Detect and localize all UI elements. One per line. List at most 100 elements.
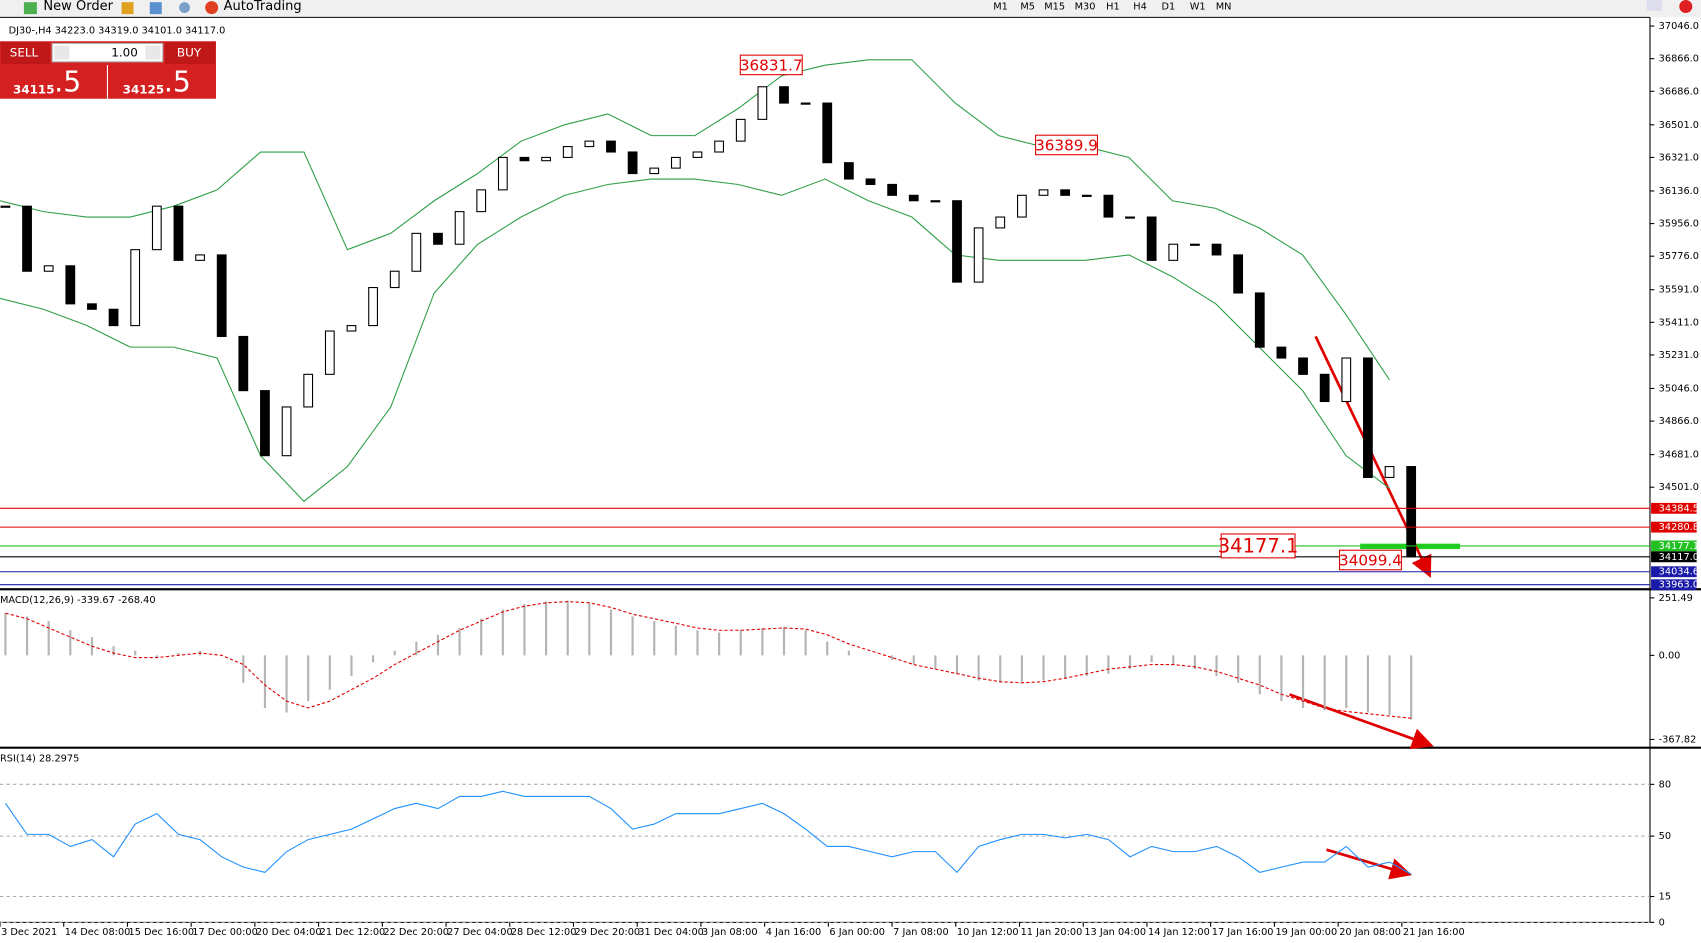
x-tick-label: 7 Jan 08:00 (893, 927, 949, 938)
search-icon[interactable] (1646, 0, 1662, 11)
y-tick-label: -367.82 (1659, 734, 1697, 745)
candle (368, 286, 378, 327)
timeframe-button[interactable]: W1 (1190, 2, 1206, 13)
x-tick-label: 20 Jan 08:00 (1339, 927, 1401, 938)
candle (346, 325, 357, 332)
y-tick-label: 34866.0 (1659, 416, 1699, 427)
candle (930, 200, 941, 203)
candle (173, 205, 184, 261)
annotation: 36831.7 (740, 56, 803, 74)
x-tick-label: 11 Jan 20:00 (1021, 927, 1083, 938)
candle (1233, 254, 1244, 294)
sell-label[interactable]: SELL (10, 46, 39, 60)
lot-input[interactable] (51, 42, 164, 63)
candle (627, 151, 638, 175)
price-level-tag (1651, 521, 1697, 533)
timeframe-button[interactable]: H1 (1106, 2, 1120, 13)
candle (865, 178, 876, 185)
auto-trading-button[interactable]: AutoTrading (224, 0, 302, 14)
price-level-label: 33963.0 (1659, 580, 1699, 591)
candle (1125, 216, 1135, 219)
toolbar-icon[interactable] (179, 2, 190, 14)
timeframe-button[interactable]: M15 (1044, 2, 1065, 13)
candle (1319, 373, 1330, 403)
bid-price[interactable]: 34115 (13, 83, 54, 97)
ask-fraction[interactable]: .5 (164, 66, 191, 99)
annotation: 34177.1 (1218, 535, 1299, 558)
candle (1017, 194, 1027, 218)
toolbar-icon[interactable] (121, 2, 134, 15)
candle (195, 254, 205, 261)
candle (735, 118, 746, 142)
y-tick-label: 80 (1659, 779, 1671, 790)
timeframe-button[interactable]: M30 (1075, 2, 1096, 13)
price-level-label: 34117.0 (1659, 552, 1699, 563)
timeframe-button[interactable]: MN (1216, 2, 1232, 13)
bid-fraction[interactable]: .5 (54, 66, 81, 99)
lot-down[interactable] (54, 45, 70, 60)
y-tick-label: 0 (1659, 917, 1665, 928)
new-order-button[interactable]: New Order (43, 0, 113, 14)
price-level-tag (1651, 551, 1697, 563)
timeframe-button[interactable]: D1 (1161, 2, 1175, 13)
x-tick-label: 14 Dec 08:00 (65, 927, 131, 938)
notification-icon[interactable] (1679, 0, 1693, 14)
price-level-label: 34177.1 (1659, 541, 1699, 552)
candle (606, 140, 616, 153)
candle (1190, 243, 1200, 246)
rsi-line (4, 790, 1412, 875)
candle (1406, 466, 1417, 558)
timeframe-button[interactable]: M5 (1020, 2, 1035, 13)
candle (714, 140, 724, 153)
ask-price[interactable]: 34125 (123, 83, 164, 97)
y-tick-label: 35776.0 (1659, 251, 1699, 262)
candle (0, 205, 11, 208)
x-tick-label: 21 Jan 16:00 (1403, 927, 1465, 938)
candle (43, 265, 54, 272)
x-tick-label: 28 Dec 12:00 (511, 927, 577, 938)
x-tick-label: 3 Dec 2021 (1, 927, 57, 938)
candle (973, 227, 984, 283)
x-tick-label: 6 Jan 00:00 (829, 927, 885, 938)
candle (1384, 466, 1395, 478)
candle (670, 156, 681, 169)
lot-up[interactable] (145, 45, 161, 60)
sell-button[interactable] (1, 42, 50, 65)
macd-title: MACD(12,26,9) -339.67 -268.40 (0, 595, 156, 606)
new-order-icon[interactable] (23, 2, 37, 15)
candle (1211, 243, 1222, 256)
y-tick-label: 36136.0 (1659, 186, 1699, 197)
candle (1103, 194, 1114, 218)
candle (995, 216, 1006, 229)
x-tick-label: 22 Dec 20:00 (383, 927, 449, 938)
price-level-label: 34280.8 (1659, 522, 1699, 533)
buy-label[interactable]: BUY (177, 46, 202, 60)
price-level-label: 34384.5 (1659, 503, 1699, 514)
y-tick-label: 36866.0 (1659, 54, 1699, 65)
candle (779, 86, 789, 104)
candle (497, 156, 508, 191)
candle (151, 205, 162, 251)
lot-value[interactable]: 1.00 (111, 46, 138, 60)
candle (260, 390, 270, 457)
trend-arrow (1326, 848, 1413, 880)
annotation-box (1338, 549, 1402, 571)
x-tick-label: 10 Jan 12:00 (957, 927, 1019, 938)
candle (952, 200, 962, 283)
timeframe-button[interactable]: M1 (993, 2, 1008, 13)
auto-trading-icon[interactable] (205, 1, 219, 15)
buy-button[interactable] (164, 42, 215, 65)
candle (411, 232, 422, 272)
candle (1060, 189, 1071, 196)
toolbar-icon[interactable] (149, 2, 162, 15)
timeframe-button[interactable]: H4 (1133, 2, 1147, 13)
candle (303, 373, 314, 408)
trend-arrow (1289, 693, 1434, 750)
candle (476, 189, 487, 213)
candle (800, 102, 811, 105)
candle (22, 205, 32, 272)
y-tick-label: 35046.0 (1659, 383, 1699, 394)
price-level-tag (1651, 579, 1697, 591)
x-tick-label: 21 Dec 12:00 (320, 927, 386, 938)
candle (130, 249, 141, 327)
